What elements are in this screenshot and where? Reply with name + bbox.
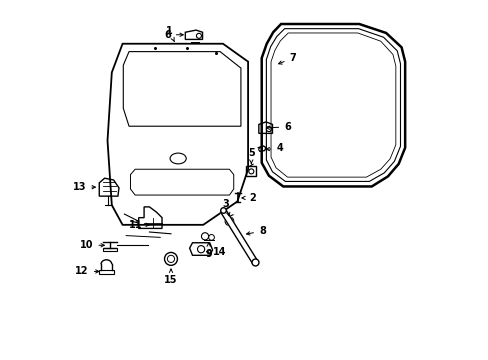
Text: 1: 1 (165, 26, 174, 41)
Text: 6: 6 (266, 122, 290, 132)
Text: 13: 13 (73, 182, 95, 192)
Text: 4: 4 (266, 143, 283, 153)
Text: 9: 9 (205, 243, 212, 258)
Text: 11: 11 (129, 220, 149, 230)
Text: 3: 3 (222, 199, 229, 216)
Text: 7: 7 (278, 53, 296, 64)
Text: 10: 10 (80, 240, 104, 250)
Text: 14: 14 (206, 247, 225, 257)
Text: 15: 15 (164, 269, 177, 285)
Text: 5: 5 (247, 148, 254, 164)
Text: 12: 12 (75, 266, 99, 276)
Text: 6: 6 (163, 30, 183, 40)
Text: 8: 8 (246, 226, 265, 236)
Polygon shape (220, 209, 257, 264)
Text: 2: 2 (242, 193, 255, 203)
